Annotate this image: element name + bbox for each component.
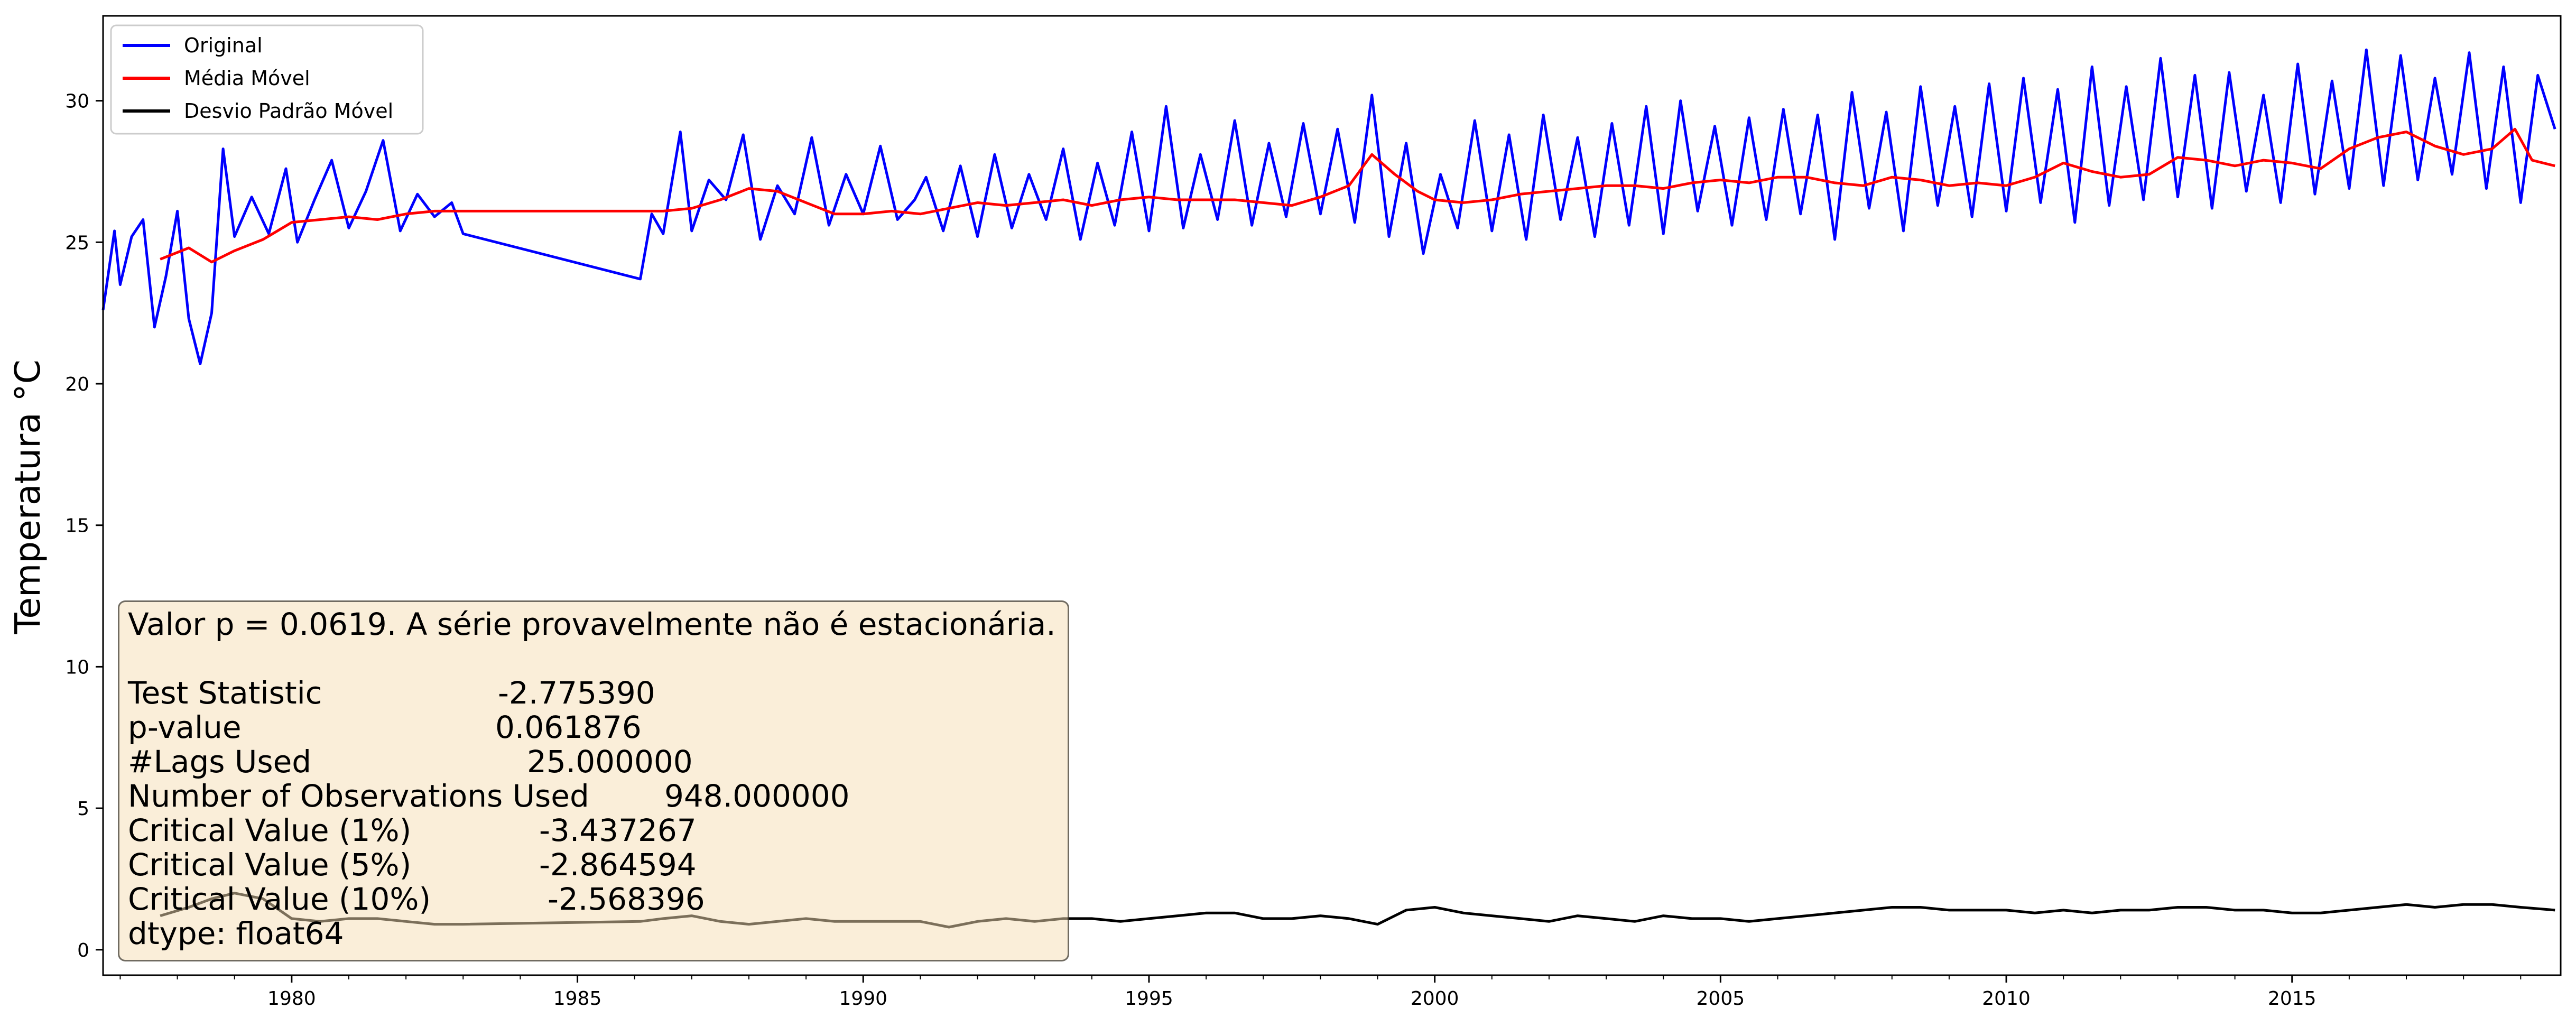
y-tick-label: 0 bbox=[77, 940, 89, 961]
x-axis: 1980 1985 1990 1995 2000 2005 2010 2015 bbox=[119, 975, 2522, 1010]
adf-row: #Lags Used 25.000000 bbox=[128, 745, 1059, 779]
x-tick-label: 1995 bbox=[1125, 988, 1173, 1010]
adf-row-label: Test Statistic bbox=[128, 675, 322, 711]
x-tick-label: 1985 bbox=[553, 988, 602, 1010]
adf-row: Number of Observations Used 948.000000 bbox=[128, 779, 1059, 813]
y-tick-label: 25 bbox=[65, 232, 89, 254]
adf-row-value: -3.437267 bbox=[539, 812, 697, 848]
y-tick-label: 10 bbox=[65, 656, 89, 678]
adf-row-label: p-value bbox=[128, 709, 242, 745]
legend: Original Média Móvel Desvio Padrão Móvel bbox=[110, 24, 424, 135]
adf-row-value: -2.864594 bbox=[539, 847, 697, 883]
adf-row-value: -2.775390 bbox=[498, 675, 655, 711]
legend-label-desvio-padrao: Desvio Padrão Móvel bbox=[184, 99, 393, 123]
adf-row: p-value 0.061876 bbox=[128, 710, 1059, 745]
adf-dtype: dtype: float64 bbox=[128, 915, 344, 951]
adf-row-value: -2.568396 bbox=[548, 881, 705, 917]
adf-row-label: Critical Value (1%) bbox=[128, 812, 412, 848]
y-tick-label: 15 bbox=[65, 515, 89, 537]
adf-row-value: 25.000000 bbox=[527, 744, 693, 780]
adf-row: Critical Value (5%) -2.864594 bbox=[128, 848, 1059, 882]
adf-row-label: Critical Value (5%) bbox=[128, 847, 412, 883]
adf-row: Test Statistic -2.775390 bbox=[128, 676, 1059, 710]
adf-blank-line bbox=[128, 642, 1059, 676]
x-tick-label: 2000 bbox=[1411, 988, 1459, 1010]
legend-label-original: Original bbox=[184, 34, 263, 57]
legend-label-media-movel: Média Móvel bbox=[184, 67, 310, 90]
adf-row-value: 0.061876 bbox=[495, 709, 642, 745]
adf-stats-box: Valor p = 0.0619. A série provavelmente … bbox=[118, 600, 1069, 961]
y-tick-label: 20 bbox=[65, 374, 89, 395]
x-tick-label: 2005 bbox=[1697, 988, 1745, 1010]
adf-summary: Valor p = 0.0619. A série provavelmente … bbox=[128, 606, 1056, 642]
adf-row-value: 948.000000 bbox=[664, 778, 850, 814]
adf-row-label: Critical Value (10%) bbox=[128, 881, 431, 917]
series-line-1 bbox=[160, 127, 2555, 264]
y-tick-label: 30 bbox=[65, 91, 89, 113]
y-axis: 0 5 10 15 20 25 30 bbox=[65, 91, 103, 961]
adf-row-label: Number of Observations Used bbox=[128, 778, 589, 814]
adf-row: Critical Value (10%) -2.568396 bbox=[128, 882, 1059, 917]
plot-frame bbox=[102, 15, 2562, 976]
x-tick-label: 2010 bbox=[1982, 988, 2031, 1010]
x-tick-label: 1990 bbox=[839, 988, 887, 1010]
legend-frame bbox=[110, 24, 424, 135]
x-tick-label: 2015 bbox=[2268, 988, 2316, 1010]
adf-row: Critical Value (1%) -3.437267 bbox=[128, 813, 1059, 848]
adf-row-label: #Lags Used bbox=[128, 744, 312, 780]
series-line-0 bbox=[101, 48, 2556, 365]
y-tick-label: 5 bbox=[77, 798, 89, 820]
x-tick-label: 1980 bbox=[267, 988, 316, 1010]
y-axis-title: Temperatura °C bbox=[7, 359, 48, 634]
